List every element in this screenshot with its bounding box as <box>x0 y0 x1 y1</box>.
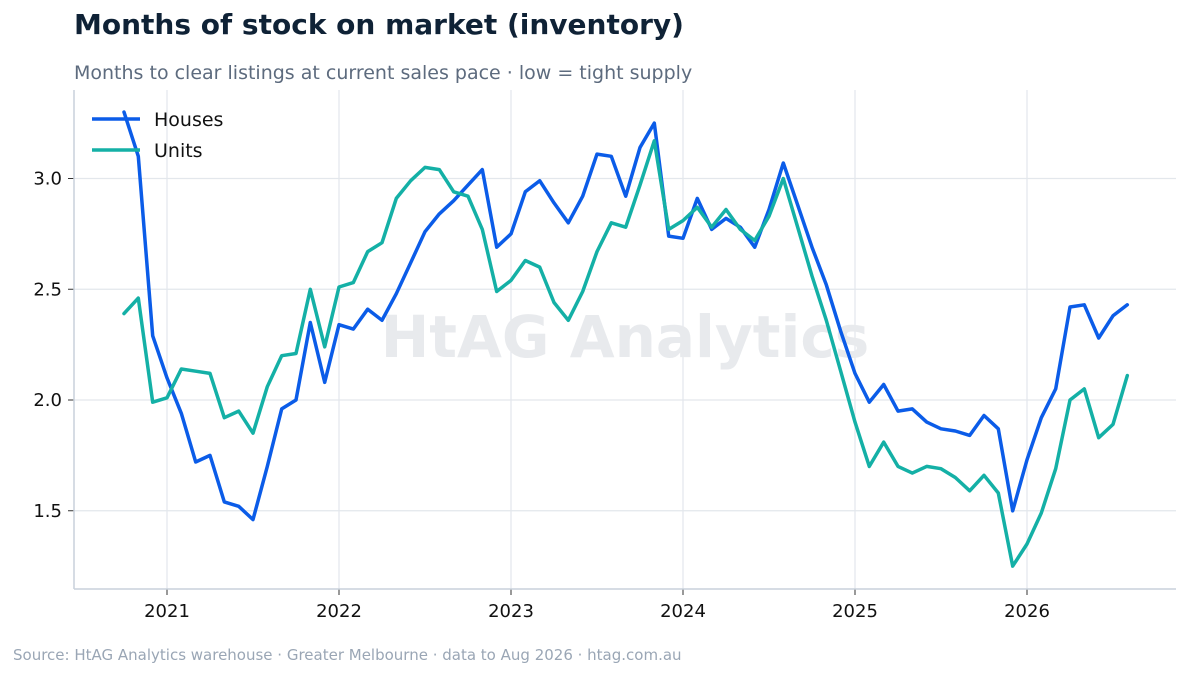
legend: Houses Units <box>92 109 223 162</box>
chart-title: Months of stock on market (inventory) <box>74 8 684 41</box>
series-lines <box>122 110 1130 568</box>
x-tick-label: 2022 <box>316 601 362 622</box>
gridlines <box>74 90 1176 589</box>
x-tick-label: 2021 <box>144 601 190 622</box>
y-tick-label: 2.0 <box>33 390 62 411</box>
y-tick-label: 2.5 <box>33 279 62 300</box>
x-tick-label: 2026 <box>1004 601 1050 622</box>
x-tick-label: 2024 <box>660 601 706 622</box>
legend-label-houses: Houses <box>154 109 223 131</box>
x-tick-label: 2025 <box>832 601 878 622</box>
series-line-units <box>122 139 1130 568</box>
legend-label-units: Units <box>154 140 203 162</box>
y-tick-label: 1.5 <box>33 501 62 522</box>
x-tick-label: 2023 <box>488 601 534 622</box>
watermark: HtAG Analytics <box>381 303 869 371</box>
y-tick-label: 3.0 <box>33 169 62 190</box>
axes: 2021 2022 2023 2024 2025 2026 1.5 2.0 2.5 3.0 <box>33 90 1176 622</box>
chart-subtitle: Months to clear listings at current sale… <box>74 62 693 84</box>
series-line-houses <box>122 110 1130 522</box>
source-note: Source: HtAG Analytics warehouse · Great… <box>13 646 682 664</box>
